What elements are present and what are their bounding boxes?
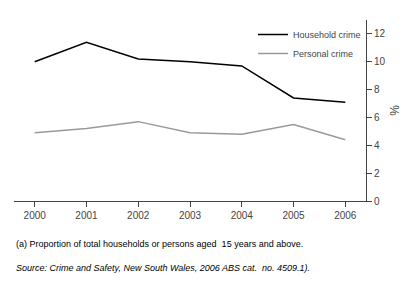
- svg-text:2006: 2006: [334, 210, 357, 221]
- svg-text:8: 8: [374, 84, 380, 95]
- svg-text:12: 12: [374, 28, 386, 39]
- svg-text:(a) Proportion of total househ: (a) Proportion of total households or pe…: [16, 239, 303, 249]
- svg-text:6: 6: [374, 112, 380, 123]
- svg-text:%: %: [388, 105, 402, 116]
- svg-text:0: 0: [374, 196, 380, 207]
- svg-text:2001: 2001: [75, 210, 98, 221]
- svg-text:Source: Crime and Safety, New: Source: Crime and Safety, New South Wale…: [16, 263, 310, 273]
- svg-text:2: 2: [374, 168, 380, 179]
- svg-text:10: 10: [374, 56, 386, 67]
- svg-text:4: 4: [374, 140, 380, 151]
- svg-text:2002: 2002: [127, 210, 150, 221]
- svg-text:Household crime: Household crime: [293, 30, 361, 40]
- svg-text:2004: 2004: [231, 210, 254, 221]
- svg-text:Personal crime: Personal crime: [293, 49, 353, 59]
- svg-text:2000: 2000: [24, 210, 47, 221]
- svg-text:2005: 2005: [282, 210, 305, 221]
- svg-text:2003: 2003: [179, 210, 202, 221]
